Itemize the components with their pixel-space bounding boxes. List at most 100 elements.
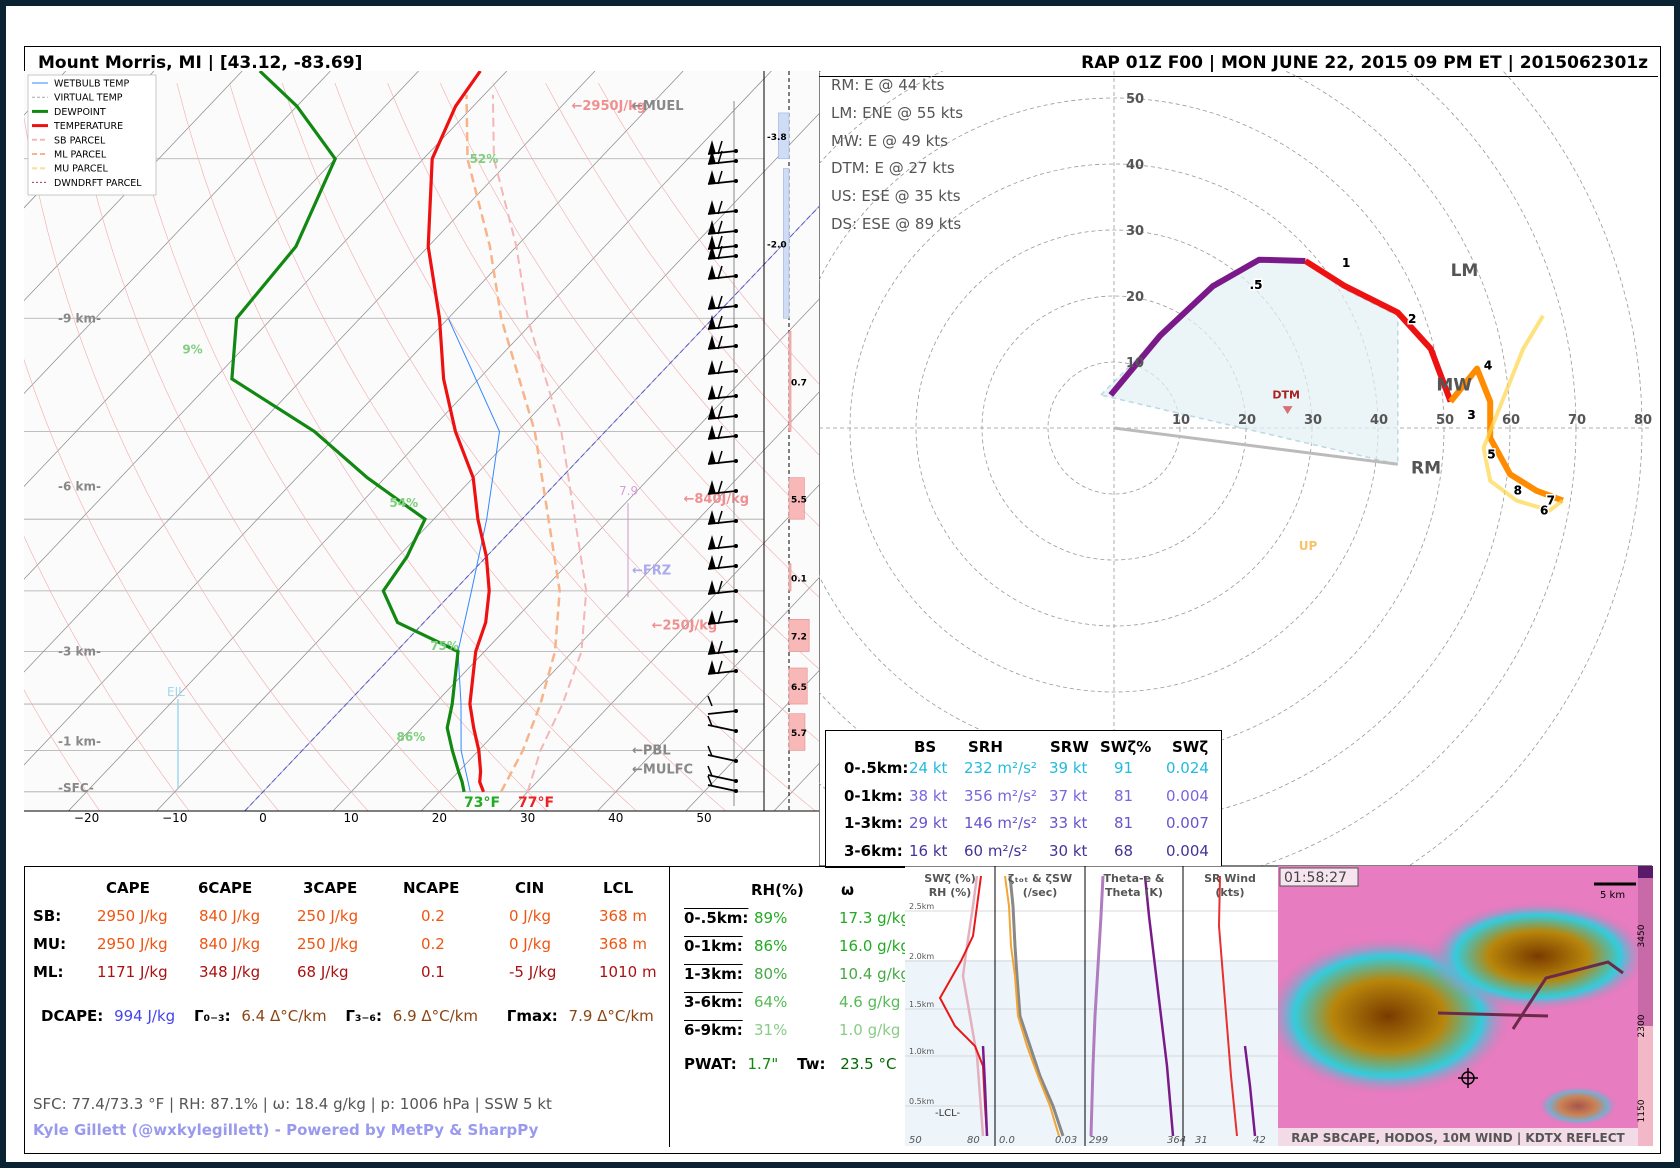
- shear-sw: 0.024: [1166, 759, 1209, 777]
- g36-label: Γ₃₋₆:: [345, 1007, 382, 1025]
- parcel-cape6: 840 J/kg: [199, 935, 261, 953]
- moisture-rh: 86%: [754, 937, 788, 955]
- parcel-cape3: 250 J/kg: [297, 935, 359, 953]
- lapse-value: 0.1: [791, 574, 807, 584]
- moisture-rh: 89%: [754, 909, 788, 927]
- sb-parcel: [491, 94, 588, 793]
- ring-label: 50: [1126, 92, 1144, 107]
- zsw-profile: [1004, 875, 1060, 1137]
- wind-barb: [707, 555, 738, 570]
- lapse-bar: [788, 330, 792, 432]
- svg-text:8: 8: [1514, 484, 1522, 498]
- profile-height-label: 1.0km: [909, 1047, 934, 1056]
- height-label: -SFC-: [58, 781, 94, 795]
- ztot-profile: [1008, 875, 1065, 1137]
- height-marker: 3: [1467, 408, 1475, 422]
- height-marker: 6: [1540, 504, 1548, 518]
- wind-barb: [707, 170, 738, 185]
- profile-x-tick: 50: [909, 1135, 922, 1146]
- motion-rm: RM: E @ 44 kts: [831, 76, 945, 94]
- motion-us: US: ESE @ 35 kts: [831, 187, 961, 206]
- x-tick: 10: [1172, 413, 1190, 428]
- shear-swp: 81: [1114, 786, 1134, 805]
- profile-title: SR Wind: [1204, 872, 1256, 885]
- radar-time: 01:58:27: [1284, 870, 1347, 886]
- gmax-value: 7.9 Δ°C/km: [568, 1007, 654, 1025]
- legend-item: ML PARCEL: [54, 150, 107, 161]
- level-label: ←MULFC: [632, 763, 693, 778]
- cape-energy-label: ←840J/kg: [683, 492, 749, 507]
- rm-label: RM: [1411, 459, 1441, 479]
- parcel-cin: 0 J/kg: [509, 935, 551, 953]
- wind-barb: [707, 425, 738, 440]
- profile-x-tick: 80: [967, 1135, 980, 1146]
- wind-barb: [707, 200, 738, 215]
- lapse-value: 5.7: [791, 729, 807, 739]
- parcel-cape6: 840 J/kg: [199, 907, 261, 925]
- shear-srw: 39 kt: [1049, 759, 1088, 777]
- profile-x-tick: 0.0: [999, 1135, 1015, 1146]
- shear-swp: 81: [1114, 814, 1134, 832]
- svg-text:.5: .5: [1250, 278, 1263, 292]
- tw-value: 23.5 °C: [840, 1055, 897, 1073]
- sfc-dewpoint: 73°F: [464, 795, 500, 811]
- skewt-chart: 2003004005006007008009001000−20−10010203…: [24, 71, 819, 866]
- hdr-swp: SWζ%: [1100, 738, 1152, 756]
- pwat-value: 1.7": [747, 1055, 779, 1073]
- x-tick: 60: [1502, 413, 1520, 428]
- legend-item: VIRTUAL TEMP: [54, 93, 123, 104]
- height-marker: 7: [1547, 494, 1555, 508]
- hodo-segment: [1108, 256, 1306, 397]
- lapse-bar: [788, 713, 806, 751]
- rh-label: 9%: [182, 343, 202, 357]
- profile-x-tick: 299: [1089, 1135, 1108, 1146]
- shear-layer: 3-6km:: [844, 841, 903, 860]
- moisture-layer: 1-3km:: [684, 965, 743, 983]
- temp-tick: 0: [259, 811, 267, 825]
- shear-swp: 68: [1114, 841, 1134, 860]
- hdr-srh: SRH: [968, 738, 1003, 756]
- hdr-cin: CIN: [515, 879, 545, 897]
- dtm-label: DTM: [1272, 388, 1300, 401]
- wind-barb: [707, 295, 738, 310]
- moisture-rh: 80%: [754, 965, 788, 983]
- profile-height-label: 1.5km: [909, 1000, 934, 1009]
- temperature-line: [426, 71, 491, 793]
- parcel-name: MU:: [33, 935, 67, 953]
- hdr-omega: ω: [841, 881, 855, 899]
- temp-tick: 10: [344, 811, 359, 825]
- model-run-title: RAP 01Z F00 | MON JUNE 22, 2015 09 PM ET…: [1081, 53, 1648, 73]
- wind-barb: [707, 660, 738, 675]
- parcel-lcl: 368 m: [599, 907, 648, 925]
- parcel-cape3: 68 J/kg: [297, 963, 349, 981]
- ml-parcel: [465, 94, 561, 793]
- level-label: ←PBL: [632, 743, 671, 758]
- moisture-w: 4.6 g/kg: [839, 993, 901, 1011]
- shear-srw: 33 kt: [1049, 814, 1088, 832]
- shear-srh: 232 m²/s²: [964, 759, 1037, 777]
- ring-label: 40: [1126, 158, 1144, 173]
- shear-layer: 0-.5km:: [844, 759, 909, 777]
- hodo-ring: [819, 71, 1643, 866]
- sr-wind-profile: [1217, 875, 1238, 1137]
- wind-barb: [707, 610, 738, 625]
- gmax-label: Γmax:: [506, 1007, 558, 1025]
- wind-barb: [707, 385, 738, 400]
- wind-barb: [707, 510, 738, 525]
- moisture-w: 10.4 g/kg: [839, 965, 910, 983]
- cbar-2300: 2300: [1637, 1014, 1647, 1037]
- height-marker: 5: [1487, 447, 1495, 461]
- storm-echo-south: [1538, 1086, 1618, 1126]
- pwat-label: PWAT:: [684, 1055, 737, 1073]
- profile-x-tick: 31: [1195, 1135, 1208, 1146]
- x-tick: 50: [1436, 413, 1454, 428]
- moisture-rh: 31%: [754, 1021, 788, 1039]
- wind-barb: [707, 695, 738, 715]
- credit-line: Kyle Gillett (@wxkylegillett) - Powered …: [33, 1121, 539, 1139]
- profile-title: Theta-e &: [1104, 872, 1165, 885]
- theta-e-profile: [1089, 875, 1105, 1137]
- parcel-name: SB:: [33, 907, 62, 925]
- svg-text:7: 7: [1547, 494, 1555, 508]
- profile-title: (kts): [1215, 886, 1244, 899]
- parcel-panel: CAPE 6CAPE 3CAPE NCAPE CIN LCL SB: 2950 J…: [24, 866, 670, 1147]
